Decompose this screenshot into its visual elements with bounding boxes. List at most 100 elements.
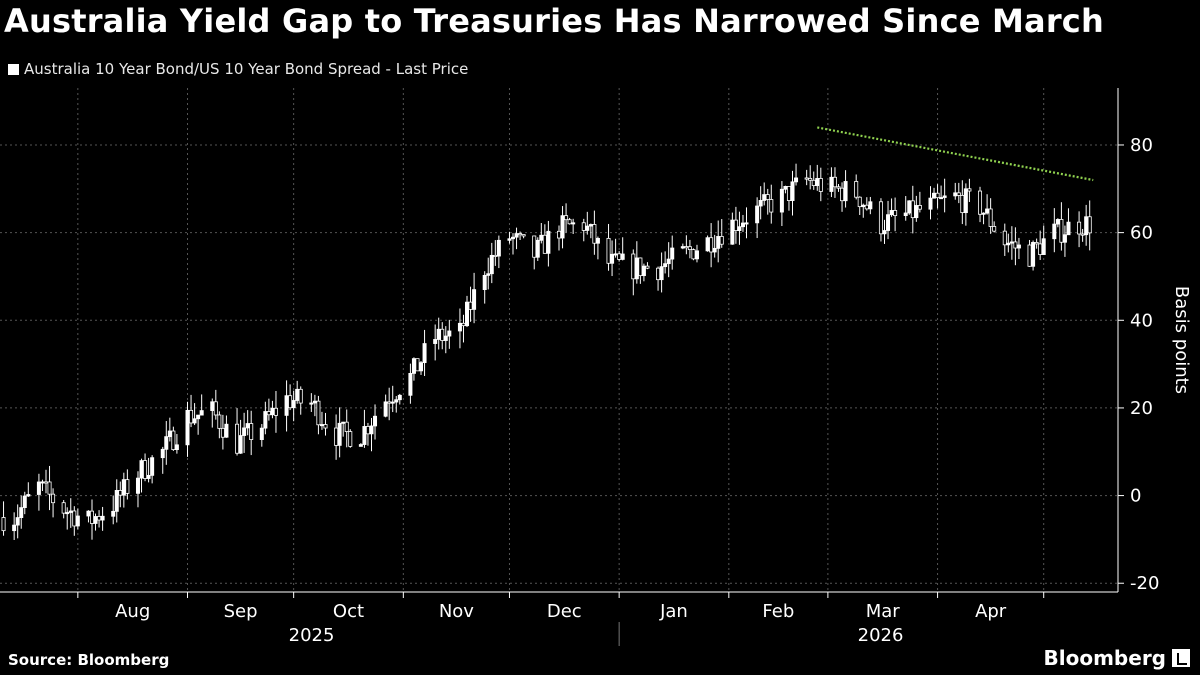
candle-body (557, 230, 562, 239)
candle-body (864, 204, 869, 210)
candle-body (804, 177, 809, 180)
candle-body (595, 237, 600, 244)
candle-body (266, 411, 271, 416)
candle-body (394, 399, 399, 403)
candle-body (1084, 216, 1089, 236)
candle-body (36, 481, 41, 495)
candle-body (978, 190, 983, 215)
candle-body (514, 233, 519, 238)
candle-body (532, 235, 537, 258)
candle-body (373, 415, 378, 427)
candle-body (150, 457, 155, 476)
candle-body (613, 253, 618, 256)
candle-body (440, 328, 445, 341)
candle-body (334, 427, 339, 446)
candle-body (422, 343, 427, 364)
candle-body (907, 200, 912, 214)
candle-body (687, 246, 692, 251)
chart-title: Australia Yield Gap to Treasuries Has Na… (4, 2, 1104, 40)
x-tick-label: Nov (439, 601, 474, 622)
x-tick-label: Sep (224, 601, 258, 622)
candle-body (189, 409, 194, 424)
candle-body (783, 186, 788, 190)
candle-body (43, 481, 48, 484)
candle-body (889, 210, 894, 216)
candle-body (114, 490, 119, 512)
candle-body (942, 195, 947, 198)
candle-body (411, 358, 416, 374)
candle-body (592, 224, 597, 244)
candle-body (641, 265, 646, 277)
candle-body (419, 362, 424, 372)
x-tick-label: Oct (333, 601, 364, 622)
candle-body (489, 254, 494, 275)
candle-body (86, 510, 91, 517)
candle-body (496, 239, 501, 257)
candle-body (337, 422, 342, 446)
brand-name: Bloomberg (1043, 646, 1166, 670)
candle-body (369, 425, 374, 435)
candle-body (744, 222, 749, 225)
candle-body (465, 301, 470, 327)
candle-body (666, 258, 671, 265)
candle-body (390, 401, 395, 404)
candle-body (521, 234, 526, 237)
candle-body (585, 225, 590, 231)
candle-body (383, 401, 388, 417)
candle-body (358, 444, 363, 447)
y-tick-label: 60 (1130, 223, 1153, 244)
candle-body (560, 215, 565, 239)
candle-body (737, 226, 742, 231)
y-axis-label: Basis points (1171, 286, 1192, 394)
candle-body (836, 186, 841, 189)
candle-body (263, 411, 268, 429)
candle-body (755, 205, 760, 224)
y-tick-label: 40 (1130, 310, 1153, 331)
candle-body (245, 423, 250, 429)
candle-body (213, 401, 218, 416)
candle-body (709, 237, 714, 253)
candle-body (631, 253, 636, 280)
candle-body (61, 502, 66, 514)
candle-body (663, 263, 668, 268)
candle-body (196, 414, 201, 420)
candle-body (75, 515, 80, 527)
candle-body (217, 414, 222, 429)
candle-body (220, 427, 225, 438)
candle-body (829, 176, 834, 192)
candle-body (645, 265, 650, 269)
candle-body (571, 222, 576, 225)
candle-body (539, 234, 544, 241)
candle-body (1016, 244, 1021, 249)
candle-body (564, 215, 569, 221)
candle-body (1027, 244, 1032, 267)
candle-body (295, 388, 300, 401)
candle-body (174, 444, 179, 451)
candle-body (298, 388, 303, 404)
candle-body (917, 205, 922, 210)
candle-body (19, 507, 24, 519)
candle-body (1034, 242, 1039, 245)
candle-body (932, 192, 937, 199)
candle-body (341, 421, 346, 424)
candle-body (1006, 242, 1011, 246)
candle-body (960, 194, 965, 214)
brand-logo: Bloomberg (1044, 646, 1190, 670)
y-tick-label: -20 (1130, 573, 1159, 594)
candle-body (985, 208, 990, 214)
candle-body (857, 196, 862, 208)
candle-body (72, 510, 77, 527)
candle-body (273, 407, 278, 416)
candle-body (507, 238, 512, 241)
candle-body (1031, 242, 1036, 267)
candle-body (316, 400, 321, 426)
candle-body (291, 400, 296, 409)
candle-body (135, 477, 140, 494)
candle-body (461, 322, 466, 327)
candle-body (659, 266, 664, 281)
candle-body (365, 426, 370, 435)
candle-body (581, 222, 586, 231)
candle-body (1002, 230, 1007, 246)
candle-body (843, 181, 848, 202)
candle-body (694, 250, 699, 260)
